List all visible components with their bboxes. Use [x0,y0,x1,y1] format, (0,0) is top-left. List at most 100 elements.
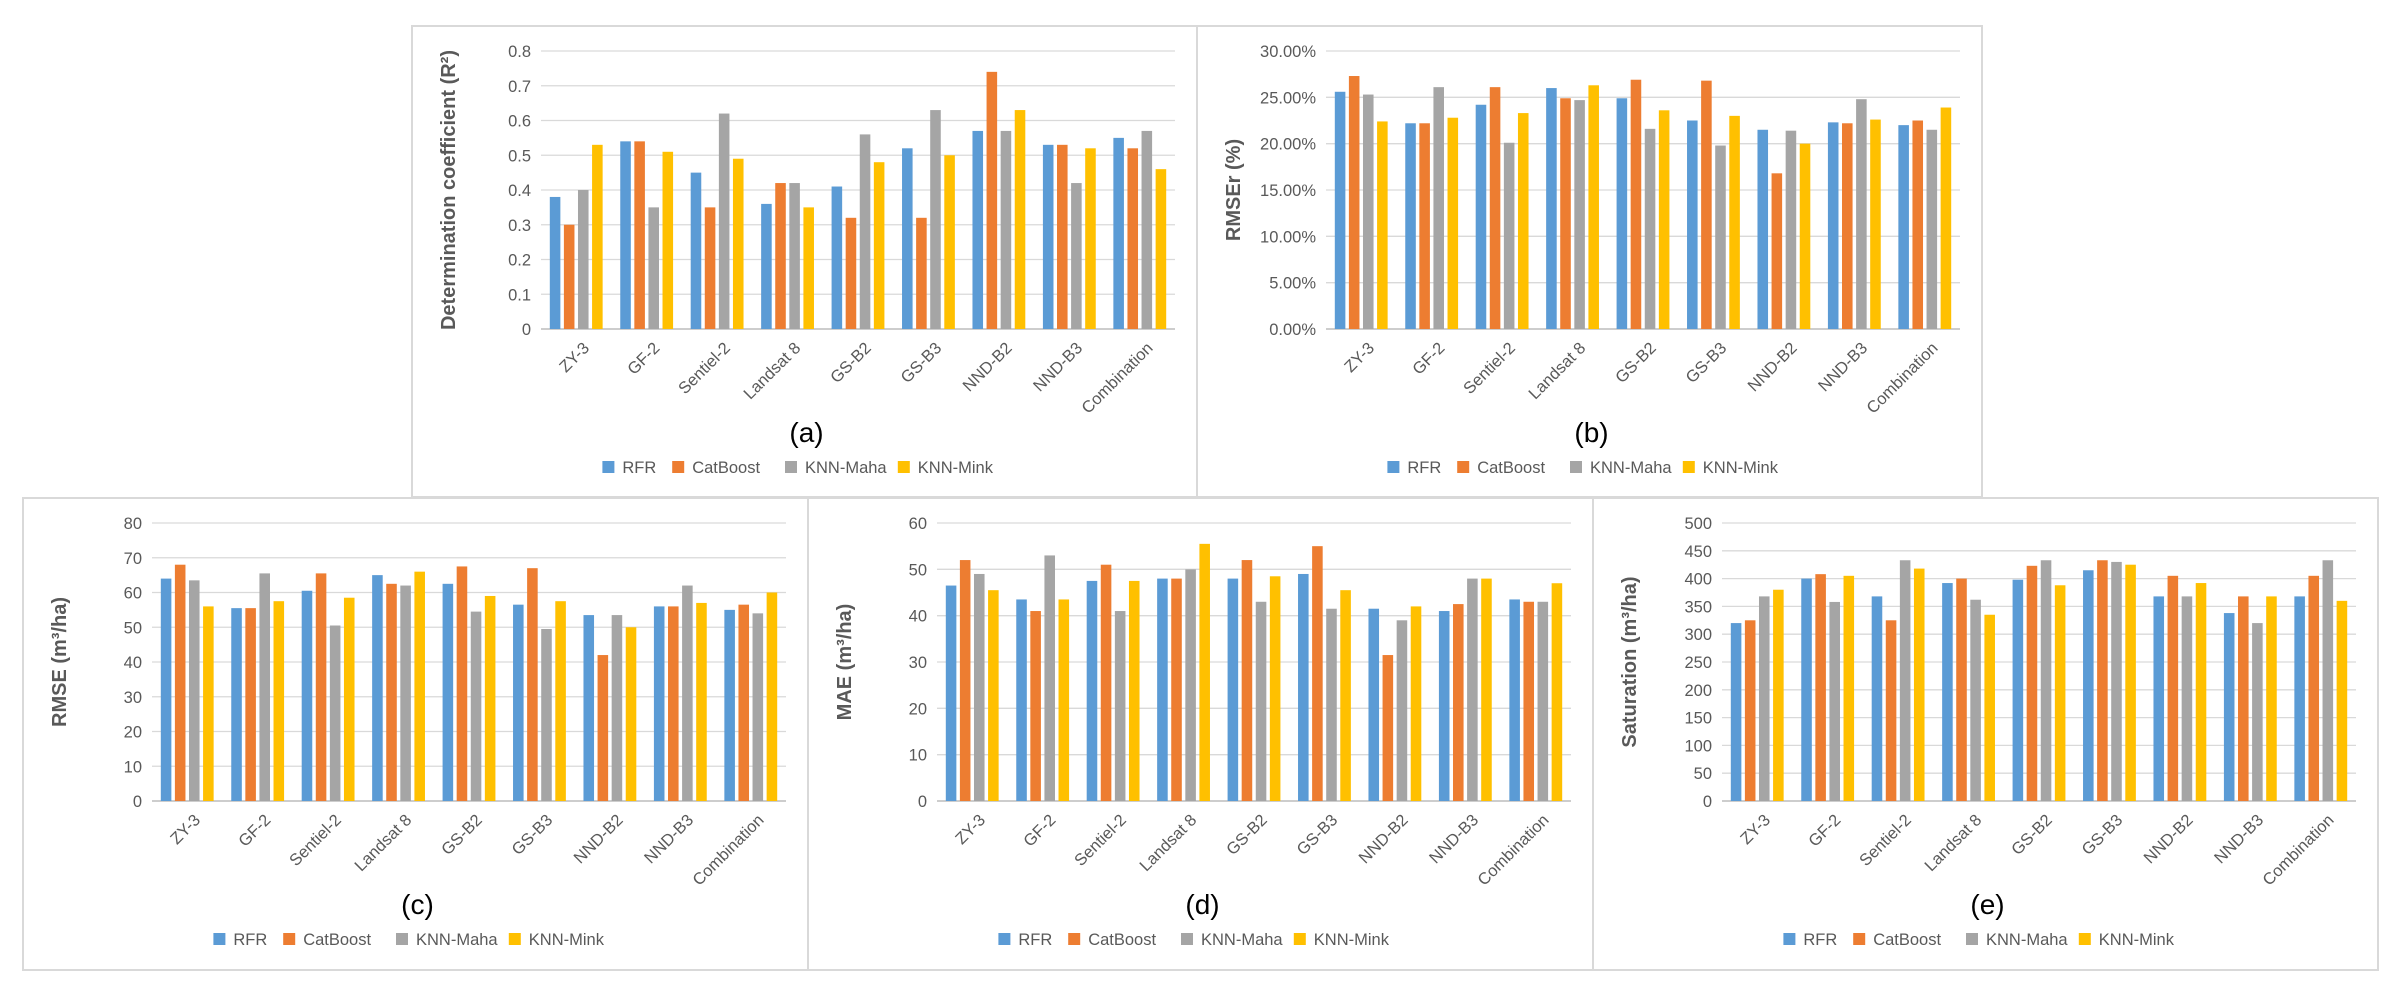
bar-rfr-nnd-b3 [1827,122,1839,329]
panel-label: (d) [1185,889,1219,920]
bar-rfr-zy-3 [160,578,172,801]
bar-knn-mink-combination [1155,169,1167,329]
bar-catboost-landsat-8 [1171,578,1182,801]
bar-knn-mink-landsat-8 [1199,543,1210,801]
bar-catboost-gs-b3 [1701,80,1712,329]
legend-label: RFR [1018,931,1052,949]
bar-knn-mink-nnd-b2 [1014,110,1026,329]
y-tick-label: 500 [1684,515,1712,533]
panel-label: (e) [1970,889,2004,920]
bar-knn-mink-gf-2 [1843,575,1855,801]
bar-catboost-gs-b2 [2026,565,2038,801]
chart-svg: 0.00% 5.00% 10.00% 15.00% 20.00% 25.00% 30.00%… [1223,43,1960,477]
bar-knn-maha-nnd-b3 [1856,99,1867,329]
bar-knn-mink-nnd-b3 [696,602,707,801]
legend-swatch-rfr [213,933,226,945]
bar-rfr-gs-b2 [1227,578,1239,801]
x-tick-label: NND-B2 [2141,811,2197,867]
bar-knn-maha-zy-3 [973,573,985,801]
bar-rfr-combination [1113,137,1124,329]
bar-rfr-landsat-8 [372,575,383,801]
y-tick-label: 0 [1703,793,1712,811]
bar-knn-maha-gs-b2 [1255,601,1267,801]
bar-knn-mink-landsat-8 [1588,85,1599,329]
x-tick-label: GF-2 [1020,811,1059,850]
y-axis-label: RMSEr (%) [1223,139,1245,241]
legend: RFR CatBoost KNN-Maha KNN-Mink [1783,931,2175,949]
x-tick-label: GS-B2 [1223,811,1271,859]
y-tick-label: 350 [1684,598,1712,616]
legend-label: CatBoost [1477,459,1545,477]
x-tick-label: GS-B2 [2008,811,2056,859]
x-tick-label: NND-B2 [960,339,1016,395]
y-tick-label: 15.00% [1260,182,1316,200]
bar-knn-maha-gs-b2 [1644,128,1656,329]
y-tick-label: 0.3 [508,217,531,235]
bar-rfr-sentiel-2 [1086,580,1098,801]
bar-rfr-gf-2 [1016,599,1027,801]
legend-label: KNN-Maha [416,931,498,949]
legend-swatch-rfr [998,933,1011,945]
legend-label: KNN-Maha [1986,931,2068,949]
y-tick-label: 0.1 [508,286,531,304]
bar-knn-maha-gf-2 [1829,601,1840,801]
chart-svg: 0 50 100 150 200 250 300 350 400 450 500 ZY-3 GF-2 Se… [1619,515,2356,949]
legend-swatch-knn-mink [1682,461,1695,473]
bar-knn-mink-gs-b3 [1729,115,1740,329]
bar-knn-mink-landsat-8 [1984,614,1995,801]
legend-swatch-catboost [1457,461,1470,473]
y-tick-label: 20.00% [1260,136,1316,154]
bar-rfr-combination [1898,125,1909,329]
x-tick-label: Combination [1863,339,1941,417]
legend-label: CatBoost [692,459,760,477]
bar-rfr-gs-b3 [1298,573,1309,801]
y-tick-label: 250 [1684,654,1712,672]
bar-rfr-landsat-8 [1157,578,1168,801]
bar-catboost-gf-2 [1815,574,1826,801]
x-tick-label: Sentiel-2 [1856,811,1915,870]
bar-knn-mink-gf-2 [1058,599,1070,801]
bar-catboost-combination [738,604,750,801]
bar-knn-mink-nnd-b3 [1481,578,1492,801]
chart-panel-d: 0 10 20 30 40 50 60 ZY-3 GF-2 Sentiel-2 Landsat 8 G… [807,497,1594,971]
bar-catboost-combination [1127,148,1139,329]
x-tick-label: Combination [1474,811,1552,889]
bar-rfr-nnd-b2 [1368,608,1380,801]
bar-catboost-nnd-b3 [1842,123,1853,329]
bar-knn-mink-nnd-b2 [625,627,637,801]
bar-rfr-nnd-b3 [1042,144,1054,329]
bar-rfr-gf-2 [1801,578,1812,801]
bar-knn-mink-sentiel-2 [1517,113,1529,329]
x-tick-label: GS-B3 [1294,811,1342,859]
bar-rfr-gs-b3 [2083,570,2094,801]
bar-catboost-sentiel-2 [1489,87,1501,329]
bar-knn-maha-zy-3 [1758,596,1770,801]
chart-svg: 0 10 20 30 40 50 60 ZY-3 GF-2 Sentiel-2 Landsat 8 G… [834,515,1571,949]
legend-label: RFR [622,459,656,477]
bar-rfr-landsat-8 [761,203,772,329]
bar-knn-mink-gs-b2 [1269,576,1281,801]
x-tick-label: GF-2 [1409,339,1448,378]
y-tick-label: 30.00% [1260,43,1316,61]
bar-knn-mink-zy-3 [1377,121,1388,329]
x-tick-label: GS-B2 [1612,339,1660,387]
bar-knn-mink-combination [1551,583,1563,801]
bar-knn-maha-landsat-8 [1185,569,1196,801]
bar-rfr-gf-2 [1405,123,1416,329]
bar-rfr-gf-2 [231,608,242,801]
bar-rfr-sentiel-2 [1871,596,1883,801]
panel-label: (a) [789,417,823,448]
x-tick-label: Landsat 8 [1921,811,1985,875]
y-tick-label: 400 [1684,571,1712,589]
bar-catboost-landsat-8 [386,583,397,801]
legend-label: KNN-Mink [2099,931,2175,949]
x-tick-label: GS-B3 [1683,339,1731,387]
bar-catboost-nnd-b3 [1453,604,1464,801]
bar-rfr-gs-b3 [902,148,913,329]
bar-rfr-gs-b3 [513,604,524,801]
legend-swatch-knn-mink [2078,933,2091,945]
x-tick-label: NND-B3 [1030,339,1086,395]
bar-knn-mink-nnd-b3 [2266,596,2277,801]
bar-catboost-gs-b3 [1312,546,1323,801]
legend-swatch-knn-mink [897,461,910,473]
